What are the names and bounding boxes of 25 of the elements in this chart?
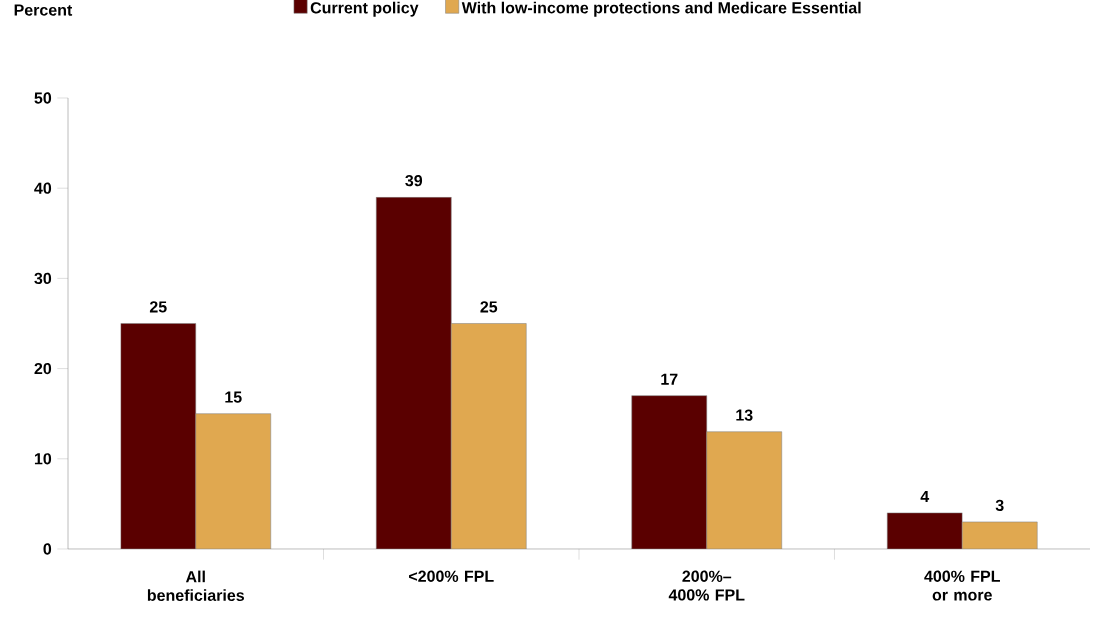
y-tick-label: 50	[34, 92, 52, 104]
data-label: 25	[480, 301, 498, 313]
x-tick-label: 400% FPL or more	[924, 570, 1000, 601]
y-tick-label: 40	[34, 182, 52, 194]
data-label: 15	[225, 391, 242, 403]
legend-label: With low-income protections and Medicare Essential	[461, 1, 861, 17]
y-axis-title: Percent	[14, 4, 73, 16]
bar	[886, 512, 963, 549]
data-label: 17	[661, 373, 678, 385]
y-tick-label: 20	[34, 362, 52, 375]
data-label: 25	[149, 301, 167, 313]
y-tick-label: 30	[34, 272, 52, 285]
x-tick-label: <200% FPL	[409, 570, 494, 582]
data-label: 39	[405, 174, 423, 187]
bar	[631, 395, 707, 549]
x-tick-label: 200%–400% FPL	[668, 570, 745, 601]
x-tick-label: All beneficiaries	[147, 570, 245, 601]
legend-label: Current policy	[310, 1, 419, 17]
bar	[376, 197, 452, 549]
y-tick-label: 0	[43, 543, 52, 555]
data-label: 3	[995, 499, 1004, 511]
data-label: 13	[736, 409, 753, 421]
bar	[120, 323, 196, 549]
y-tick-label: 10	[34, 453, 52, 465]
data-label: 4	[920, 490, 930, 502]
